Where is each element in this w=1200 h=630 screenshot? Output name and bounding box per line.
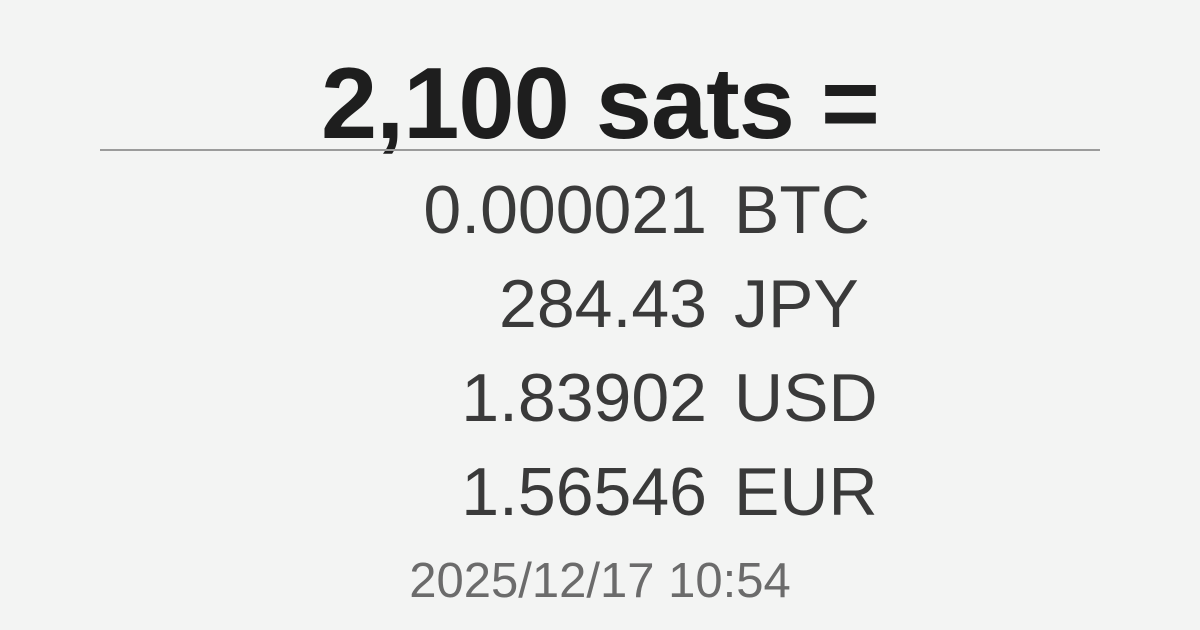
eur-currency-code: EUR <box>734 454 878 530</box>
usd-currency-code: USD <box>734 360 878 436</box>
eur-amount: 1.56546 <box>461 454 707 530</box>
conversion-list: 0.000021 BTC 284.43 JPY 1.83902 USD 1.56… <box>0 163 1200 539</box>
btc-amount: 0.000021 <box>423 172 707 248</box>
conversion-row-jpy: 284.43 JPY <box>0 257 1200 351</box>
divider <box>100 149 1100 151</box>
timestamp: 2025/12/17 10:54 <box>409 554 791 608</box>
conversion-row-usd: 1.83902 USD <box>0 351 1200 445</box>
conversion-row-eur: 1.56546 EUR <box>0 445 1200 539</box>
page-title: 2,100 sats = <box>321 48 880 160</box>
jpy-currency-code: JPY <box>734 266 859 342</box>
conversion-row-btc: 0.000021 BTC <box>0 163 1200 257</box>
btc-currency-code: BTC <box>734 172 870 248</box>
jpy-amount: 284.43 <box>499 266 707 342</box>
usd-amount: 1.83902 <box>461 360 707 436</box>
